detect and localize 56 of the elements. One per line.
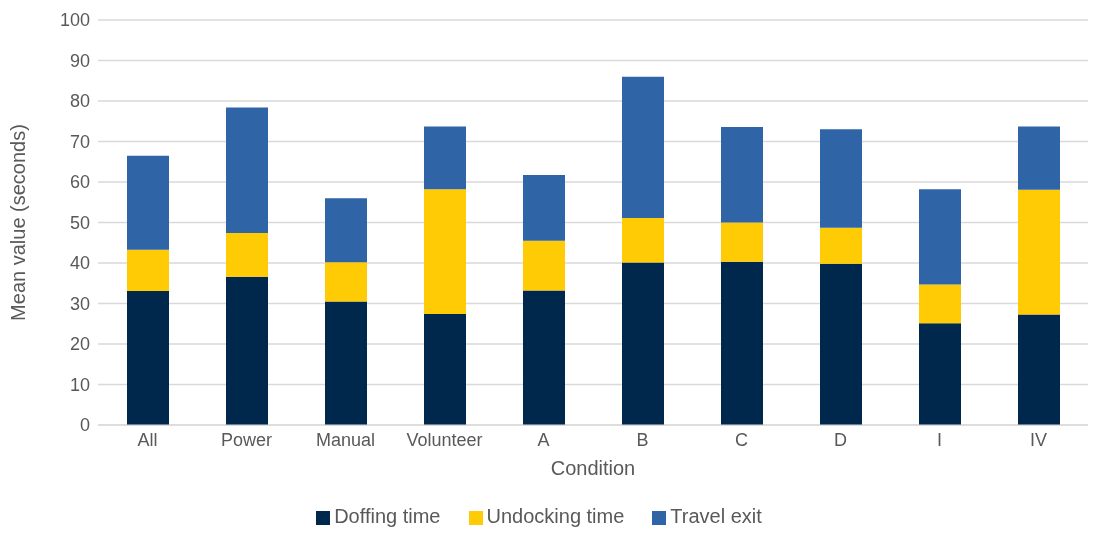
y-tick-label: 10	[69, 374, 90, 395]
y-tick-label: 90	[69, 50, 90, 71]
bar	[1018, 126, 1060, 190]
bar	[226, 107, 268, 234]
x-tick-label: C	[735, 429, 748, 450]
bar	[424, 126, 466, 190]
bar	[523, 175, 565, 241]
y-tick-label: 60	[69, 172, 90, 193]
bar	[820, 263, 862, 425]
x-tick-label: B	[636, 429, 649, 450]
x-tick-label: IV	[1029, 429, 1048, 450]
bar	[919, 284, 961, 324]
bar	[820, 129, 862, 228]
bar	[721, 261, 763, 425]
legend-label: Doffing time	[334, 505, 441, 527]
legend-label: Travel exit	[670, 505, 762, 527]
bar	[325, 198, 367, 263]
y-tick-label: 70	[69, 131, 90, 152]
bar	[127, 155, 169, 250]
bar	[919, 189, 961, 285]
bar	[523, 290, 565, 425]
x-tick-label: Volunteer	[406, 429, 483, 450]
bar	[622, 262, 664, 425]
y-tick-label: 30	[69, 293, 90, 314]
x-tick-label: I	[936, 429, 943, 450]
legend-label: Undocking time	[486, 505, 625, 527]
x-tick-label: Manual	[315, 429, 376, 450]
bar	[424, 314, 466, 425]
y-tick-label: 100	[59, 10, 90, 31]
bar	[226, 233, 268, 277]
bar	[424, 189, 466, 315]
bar	[622, 76, 664, 219]
x-axis-title: Condition	[550, 457, 636, 479]
y-tick-label: 50	[69, 212, 90, 233]
bar	[127, 249, 169, 291]
x-tick-label: Power	[220, 429, 273, 450]
bar	[127, 290, 169, 425]
bar	[325, 262, 367, 302]
y-axis-title: Mean value (seconds)	[7, 124, 30, 321]
bar	[325, 301, 367, 425]
y-tick-label: 80	[69, 91, 90, 112]
y-tick-label: 40	[69, 253, 90, 274]
bar	[721, 222, 763, 262]
bar	[919, 323, 961, 425]
bar	[523, 240, 565, 291]
x-tick-label: D	[834, 429, 847, 450]
x-tick-label: A	[537, 429, 550, 450]
bar	[622, 218, 664, 263]
bar	[1018, 189, 1060, 315]
y-tick-label: 0	[79, 415, 90, 436]
y-tick-label: 20	[69, 334, 90, 355]
bar	[820, 227, 862, 264]
bar	[721, 126, 763, 223]
x-tick-label: All	[137, 429, 158, 450]
bar	[1018, 314, 1060, 425]
bar	[226, 276, 268, 425]
